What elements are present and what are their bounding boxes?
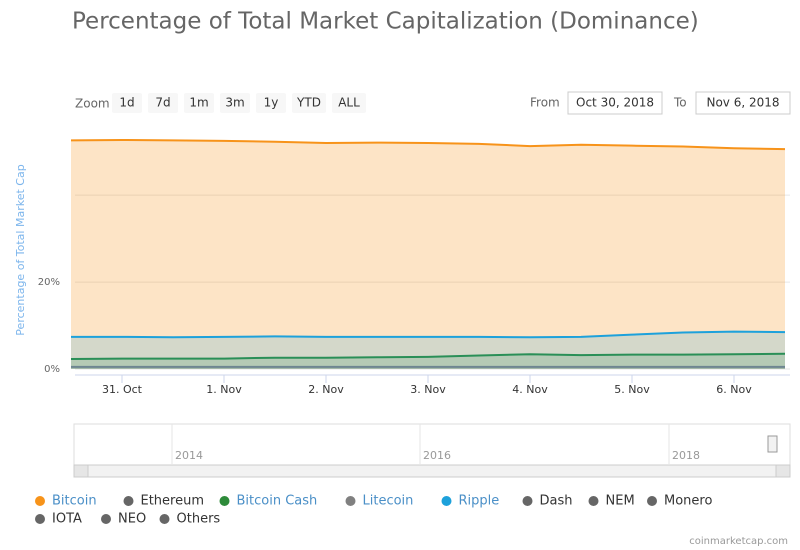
to-date[interactable]: Nov 6, 2018: [706, 96, 779, 110]
navigator-year: 2014: [175, 449, 203, 462]
scroll-right[interactable]: [775, 464, 791, 478]
legend-marker[interactable]: [647, 496, 657, 506]
legend-label[interactable]: Others: [177, 512, 221, 527]
area-fill: [71, 331, 785, 369]
legend-marker[interactable]: [101, 514, 111, 524]
legend-marker[interactable]: [35, 514, 45, 524]
zoom-label: Zoom: [75, 97, 110, 111]
legend-label[interactable]: Bitcoin: [52, 494, 97, 509]
to-input[interactable]: [695, 91, 791, 115]
legend-label[interactable]: IOTA: [52, 512, 82, 527]
legend-marker[interactable]: [219, 496, 230, 506]
zoom-button[interactable]: [332, 93, 366, 113]
zoom-button-label[interactable]: 7d: [155, 96, 170, 110]
from-input[interactable]: [567, 91, 663, 115]
area-line: [70, 138, 786, 151]
area-fill: [71, 139, 785, 369]
legend-marker[interactable]: [588, 496, 599, 506]
legend-label[interactable]: Ethereum: [141, 494, 205, 509]
y-axis-title: Percentage of Total Market Cap: [14, 164, 27, 335]
zoom-button[interactable]: [220, 93, 250, 113]
legend-label[interactable]: Dash: [540, 494, 573, 509]
zoom-button[interactable]: [112, 93, 142, 113]
legend-label[interactable]: Bitcoin Cash: [237, 494, 318, 509]
navigator-year: 2018: [672, 449, 700, 462]
navigator-handle[interactable]: [767, 435, 778, 453]
navigator-year: 2016: [423, 449, 451, 462]
legend-label[interactable]: NEO: [118, 512, 146, 527]
area-fill: [71, 353, 785, 369]
legend-label[interactable]: NEM: [606, 494, 635, 509]
zoom-button-label[interactable]: 1d: [119, 96, 134, 110]
credit[interactable]: coinmarketcap.com: [689, 536, 788, 547]
legend-label[interactable]: Monero: [664, 494, 712, 509]
x-tick-label: 6. Nov: [716, 383, 752, 396]
legend-marker[interactable]: [159, 514, 170, 524]
legend-marker[interactable]: [345, 496, 356, 506]
scrollbar[interactable]: [73, 464, 791, 478]
y-tick-label: 0%: [44, 364, 60, 375]
chart-title: Percentage of Total Market Capitalizatio…: [72, 9, 699, 35]
area-line: [70, 352, 786, 361]
zoom-button-label[interactable]: 1m: [189, 96, 208, 110]
area-line: [71, 330, 786, 339]
legend-label[interactable]: Litecoin: [363, 494, 414, 509]
zoom-button-label[interactable]: ALL: [338, 96, 360, 110]
zoom-button-label[interactable]: YTD: [296, 96, 321, 110]
from-date[interactable]: Oct 30, 2018: [576, 96, 654, 110]
to-label: To: [673, 96, 687, 110]
x-tick-label: 31. Oct: [102, 383, 143, 396]
from-label: From: [530, 96, 560, 110]
zoom-button[interactable]: [184, 93, 214, 113]
legend-marker[interactable]: [441, 496, 452, 506]
x-tick-label: 4. Nov: [512, 383, 548, 396]
zoom-button-label[interactable]: 1y: [264, 96, 279, 110]
legend-label[interactable]: Ripple: [459, 494, 500, 509]
zoom-button[interactable]: [256, 93, 286, 113]
zoom-button[interactable]: [292, 93, 326, 113]
x-tick-label: 5. Nov: [614, 383, 650, 396]
zoom-button[interactable]: [148, 93, 178, 113]
x-tick-label: 3. Nov: [410, 383, 446, 396]
y-tick-label: 20%: [38, 277, 60, 288]
legend-marker[interactable]: [123, 496, 134, 506]
x-tick-label: 1. Nov: [206, 383, 242, 396]
legend-marker[interactable]: [35, 496, 45, 506]
zoom-button-label[interactable]: 3m: [225, 96, 244, 110]
legend-marker[interactable]: [522, 496, 533, 506]
x-tick-label: 2. Nov: [308, 383, 344, 396]
scroll-left[interactable]: [73, 464, 89, 478]
